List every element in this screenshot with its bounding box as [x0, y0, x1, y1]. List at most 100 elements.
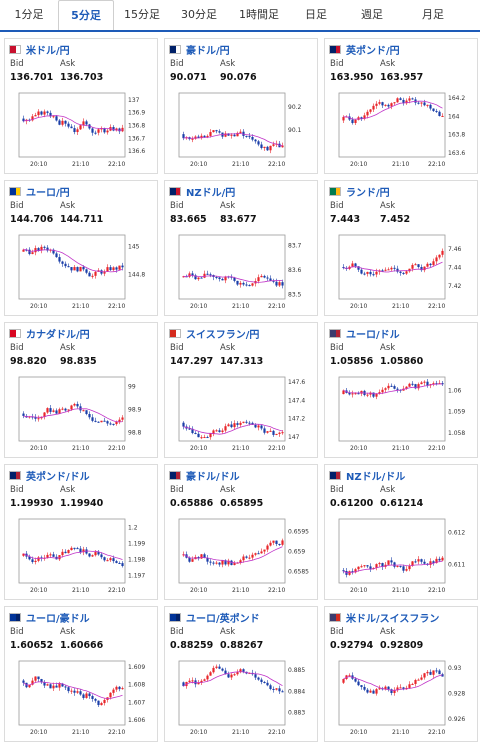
mini-candlestick-chart[interactable]: 90.2 90.1 20:10 21:10 22:10: [171, 91, 313, 171]
candle-body: [269, 685, 272, 689]
tab-7[interactable]: 月足: [422, 8, 444, 21]
pair-name[interactable]: NZドル/ドル: [346, 471, 406, 483]
candle-body: [351, 263, 354, 267]
candle-body: [22, 249, 25, 252]
currency-card[interactable]: 米ドル/スイスフラン Bid Ask 0.92794 0.92809 0.93 0.…: [324, 606, 478, 742]
candle-body: [375, 103, 378, 106]
candle-body: [97, 421, 100, 423]
pair-name[interactable]: ユーロ/円: [26, 187, 70, 199]
ask-value: 136.703: [60, 72, 104, 83]
tab-4[interactable]: 1時間足: [239, 8, 279, 21]
mini-candlestick-chart[interactable]: 1.06 1.059 1.058 20:10 21:10 22:10: [331, 375, 473, 455]
pair-name[interactable]: ユーロ/英ポンド: [186, 613, 260, 625]
candle-body: [381, 389, 384, 393]
bid-label: Bid: [170, 485, 184, 495]
mini-candlestick-chart[interactable]: 7.46 7.44 7.42 20:10 21:10 22:10: [331, 233, 473, 313]
candle-body: [224, 560, 227, 565]
mini-candlestick-chart[interactable]: 0.6595 0.659 0.6585 20:10 21:10 22:10: [171, 517, 313, 597]
mini-candlestick-chart[interactable]: 1.609 1.608 1.607 1.606 20:10 21:10 22:10: [11, 659, 153, 739]
candle-body: [354, 678, 357, 682]
moving-average-line: [183, 423, 283, 435]
currency-card[interactable]: 豪ドル/円 Bid Ask 90.071 90.076 90.2 90.1 20:10…: [164, 38, 318, 174]
candle-body: [212, 430, 215, 434]
tab-6[interactable]: 週足: [361, 8, 383, 21]
tab-2[interactable]: 15分足: [124, 8, 160, 21]
pair-name[interactable]: 米ドル/円: [26, 45, 70, 57]
candle-body: [408, 268, 411, 272]
candle-body: [396, 98, 399, 103]
currency-card[interactable]: NZドル/円 Bid Ask 83.665 83.677 83.7 83.6 83.5…: [164, 180, 318, 316]
candle-body: [115, 421, 118, 425]
candle-body: [58, 120, 61, 125]
candle-body: [248, 557, 251, 559]
mini-candlestick-chart[interactable]: 1.2 1.199 1.198 1.197 20:10 21:10 22:10: [11, 517, 153, 597]
currency-card[interactable]: 英ポンド/円 Bid Ask 163.950 163.957 164.2 164 16…: [324, 38, 478, 174]
candle-body: [118, 562, 121, 564]
bid-label: Bid: [330, 485, 344, 495]
pair-name[interactable]: NZドル/円: [186, 187, 236, 199]
currency-card[interactable]: 英ポンド/ドル Bid Ask 1.19930 1.19940 1.2 1.199 1…: [4, 464, 158, 600]
candle-body: [121, 127, 124, 132]
candle-body: [191, 680, 194, 682]
tab-3[interactable]: 30分足: [181, 8, 217, 21]
pair-name[interactable]: ユーロ/豪ドル: [26, 613, 90, 625]
currency-card[interactable]: NZドル/ドル Bid Ask 0.61200 0.61214 0.612 0.61…: [324, 464, 478, 600]
x-tick-label: 20:10: [350, 161, 367, 168]
pair-name[interactable]: 英ポンド/ドル: [26, 471, 90, 483]
candle-body: [405, 100, 408, 104]
pair-name[interactable]: ユーロ/ドル: [346, 329, 400, 341]
currency-card[interactable]: ユーロ/ドル Bid Ask 1.05856 1.05860 1.06 1.059 1…: [324, 322, 478, 458]
tab-0[interactable]: 1分足: [14, 8, 44, 21]
y-tick-label: 83.5: [288, 292, 302, 299]
candle-body: [423, 266, 426, 271]
pair-name[interactable]: 英ポンド/円: [346, 45, 400, 57]
mini-candlestick-chart[interactable]: 164.2 164 163.8 163.6 20:10 21:10 22:10: [331, 91, 473, 171]
candle-body: [384, 686, 387, 690]
candle-body: [275, 433, 278, 435]
pair-name[interactable]: 豪ドル/ドル: [186, 471, 240, 483]
y-tick-label: 1.198: [128, 557, 145, 564]
tab-1[interactable]: 5分足: [58, 0, 114, 30]
mini-candlestick-chart[interactable]: 0.885 0.884 0.883 20:10 21:10 22:10: [171, 659, 313, 739]
candle-body: [103, 420, 106, 422]
tab-5[interactable]: 日足: [305, 8, 327, 21]
candle-body: [212, 130, 215, 133]
currency-card[interactable]: ランド/円 Bid Ask 7.443 7.452 7.46 7.44 7.42 20:…: [324, 180, 478, 316]
pair-name[interactable]: 米ドル/スイスフラン: [346, 613, 440, 625]
candle-body: [399, 271, 402, 273]
candle-body: [357, 566, 360, 570]
pair-name[interactable]: 豪ドル/円: [186, 45, 230, 57]
candle-body: [408, 383, 411, 387]
currency-card[interactable]: 米ドル/円 Bid Ask 136.701 136.703 137 136.9 136…: [4, 38, 158, 174]
candle-body: [236, 672, 239, 675]
candle-body: [432, 670, 435, 675]
candle-body: [106, 560, 109, 562]
pair-name[interactable]: ランド/円: [346, 187, 390, 199]
candle-body: [76, 548, 79, 550]
currency-card[interactable]: ユーロ/円 Bid Ask 144.706 144.711 145 144.8 20:…: [4, 180, 158, 316]
pair-name[interactable]: カナダドル/円: [26, 329, 90, 341]
mini-candlestick-chart[interactable]: 0.93 0.928 0.926 20:10 21:10 22:10: [331, 659, 473, 739]
mini-candlestick-chart[interactable]: 0.612 0.611 20:10 21:10 22:10: [331, 517, 473, 597]
candle-body: [82, 410, 85, 412]
candle-body: [393, 386, 396, 389]
y-tick-label: 0.611: [448, 561, 465, 568]
candle-body: [40, 111, 43, 115]
candle-body: [342, 570, 345, 572]
currency-card[interactable]: ユーロ/豪ドル Bid Ask 1.60652 1.60666 1.609 1.60…: [4, 606, 158, 742]
mini-candlestick-chart[interactable]: 99 98.9 98.8 20:10 21:10 22:10: [11, 375, 153, 455]
candle-body: [112, 267, 115, 271]
mini-candlestick-chart[interactable]: 83.7 83.6 83.5 20:10 21:10 22:10: [171, 233, 313, 313]
currency-card[interactable]: 豪ドル/ドル Bid Ask 0.65886 0.65895 0.6595 0.65…: [164, 464, 318, 600]
mini-candlestick-chart[interactable]: 137 136.9 136.8 136.7 136.6 20:10 21:10 22:10: [11, 91, 153, 171]
mini-candlestick-chart[interactable]: 147.6 147.4 147.2 147 20:10 21:10 22:10: [171, 375, 313, 455]
candle-body: [182, 554, 185, 556]
candle-body: [402, 99, 405, 104]
currency-card[interactable]: ユーロ/英ポンド Bid Ask 0.88259 0.88267 0.885 0.8…: [164, 606, 318, 742]
pair-name[interactable]: スイスフラン/円: [186, 329, 260, 341]
currency-card[interactable]: スイスフラン/円 Bid Ask 147.297 147.313 147.6 147…: [164, 322, 318, 458]
currency-card[interactable]: カナダドル/円 Bid Ask 98.820 98.835 99 98.9 98.8 2…: [4, 322, 158, 458]
mini-candlestick-chart[interactable]: 145 144.8 20:10 21:10 22:10: [11, 233, 153, 313]
candle-body: [182, 422, 185, 427]
candle-body: [281, 145, 284, 148]
